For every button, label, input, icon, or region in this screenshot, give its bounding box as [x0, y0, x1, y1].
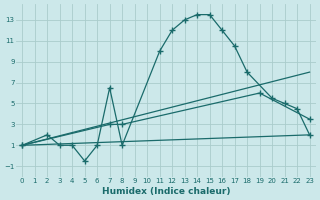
X-axis label: Humidex (Indice chaleur): Humidex (Indice chaleur)	[102, 187, 230, 196]
